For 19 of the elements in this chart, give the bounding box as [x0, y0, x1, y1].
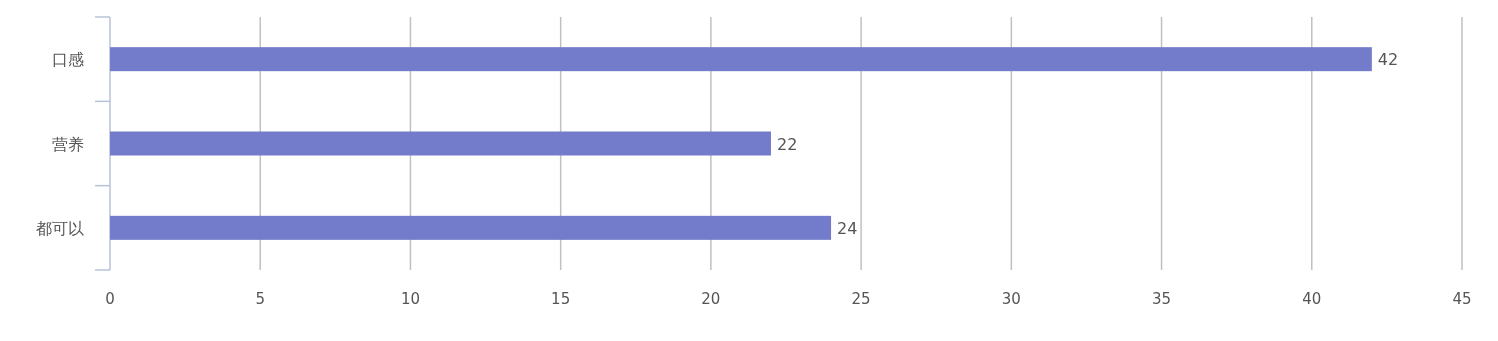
- x-tick-label: 40: [1302, 290, 1322, 308]
- y-tick-label: 都可以: [36, 218, 84, 238]
- data-label: 42: [1377, 50, 1399, 70]
- x-tick-label: 20: [701, 290, 721, 308]
- data-label: 22: [776, 134, 798, 154]
- x-tick-label: 45: [1452, 290, 1472, 308]
- x-tick-label: 30: [1001, 290, 1021, 308]
- bar: [110, 47, 1372, 72]
- y-tick-label: 口感: [52, 50, 84, 70]
- x-tick-label: 35: [1152, 290, 1172, 308]
- x-tick-label: 0: [105, 290, 115, 308]
- y-tick-label: 营养: [52, 134, 84, 154]
- x-tick-label: 5: [255, 290, 265, 308]
- x-tick-label: 25: [851, 290, 871, 308]
- bar: [110, 215, 832, 240]
- bar: [110, 131, 771, 156]
- x-tick-label: 10: [400, 290, 420, 308]
- x-tick-label: 15: [551, 290, 571, 308]
- data-label: 24: [837, 218, 858, 238]
